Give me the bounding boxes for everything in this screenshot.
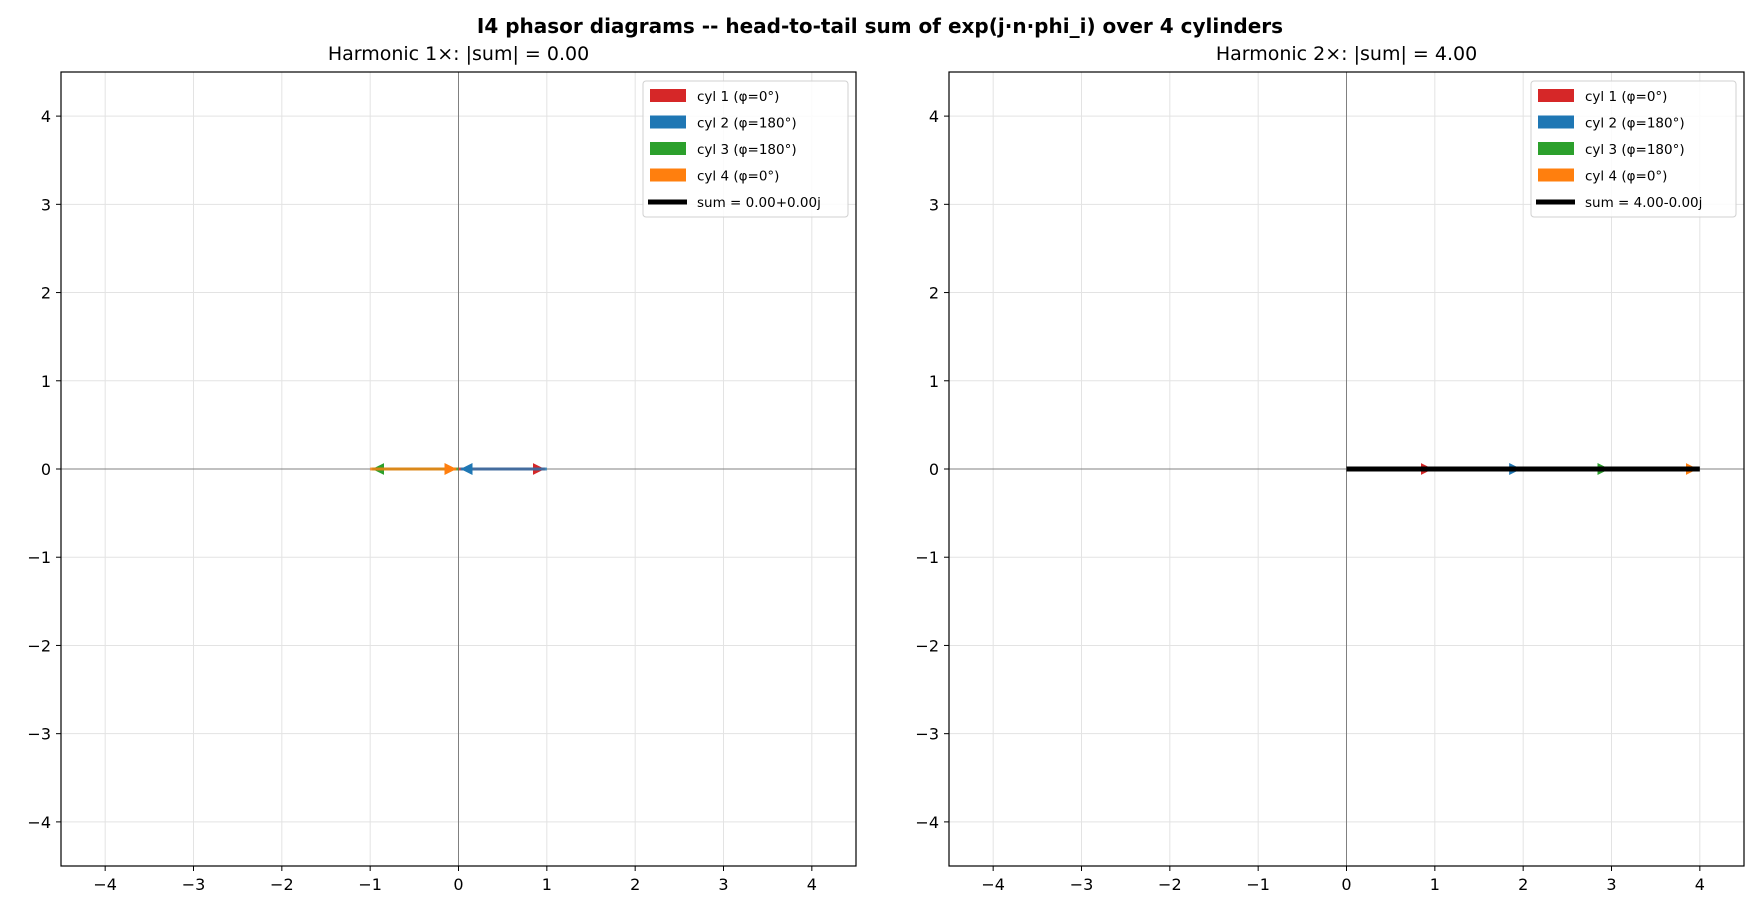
y-tick-label: 2 xyxy=(41,284,51,303)
legend: cyl 1 (φ=0°) cyl 2 (φ=180°) cyl 3 (φ=180°)… xyxy=(642,80,849,218)
x-tick-label: 0 xyxy=(453,875,463,894)
figure-suptitle: I4 phasor diagrams -- head-to-tail sum o… xyxy=(477,14,1283,38)
x-tick-label: 4 xyxy=(1695,875,1705,894)
y-tick-label: −3 xyxy=(915,725,939,744)
y-tick-label: 2 xyxy=(929,284,939,303)
y-tick-label: 1 xyxy=(929,372,939,391)
legend-box xyxy=(642,80,849,218)
legend-swatch-cyl-2 xyxy=(1538,115,1574,129)
x-tick-label: −2 xyxy=(1158,875,1182,894)
x-tick-label: 2 xyxy=(1518,875,1528,894)
x-tick-label: 0 xyxy=(1341,875,1351,894)
legend: cyl 1 (φ=0°) cyl 2 (φ=180°) cyl 3 (φ=180°)… xyxy=(1530,80,1737,218)
legend-label-cyl-4: cyl 4 (φ=0°) xyxy=(697,169,779,185)
x-tick-label: −3 xyxy=(182,875,206,894)
axes-frame xyxy=(60,71,857,867)
legend-label-sum: sum = 0.00+0.00j xyxy=(697,195,821,211)
legend-swatch-cyl-4 xyxy=(1538,168,1574,182)
x-tick-label: 3 xyxy=(718,875,728,894)
axes-frame xyxy=(948,71,1745,867)
y-tick-label: 3 xyxy=(41,195,51,214)
axes-1: Harmonic 1×: |sum| = 0.00 −4 −4 −3 −3 −2 −2 −1 −… xyxy=(27,43,857,894)
y-tick-label: −4 xyxy=(915,813,939,832)
y-tick-label: 0 xyxy=(929,460,939,479)
legend-label-cyl-2: cyl 2 (φ=180°) xyxy=(697,116,797,132)
y-tick-label: −3 xyxy=(27,725,51,744)
x-tick-label: −1 xyxy=(358,875,382,894)
x-tick-label: −1 xyxy=(1246,875,1270,894)
y-tick-label: 3 xyxy=(929,195,939,214)
y-tick-label: −4 xyxy=(27,813,51,832)
legend-label-sum: sum = 4.00-0.00j xyxy=(1585,195,1702,211)
x-tick-label: −4 xyxy=(93,875,117,894)
y-tick-label: 4 xyxy=(929,107,939,126)
legend-swatch-cyl-3 xyxy=(650,142,686,155)
x-tick-label: −2 xyxy=(270,875,294,894)
legend-label-cyl-3: cyl 3 (φ=180°) xyxy=(1585,142,1685,158)
x-tick-label: −3 xyxy=(1070,875,1094,894)
y-tick-label: −2 xyxy=(27,636,51,655)
y-tick-label: 1 xyxy=(41,372,51,391)
legend-label-cyl-3: cyl 3 (φ=180°) xyxy=(697,142,797,158)
legend-swatch-cyl-4 xyxy=(650,168,686,182)
legend-label-cyl-1: cyl 1 (φ=0°) xyxy=(1585,89,1667,105)
x-tick-label: 3 xyxy=(1606,875,1616,894)
y-tick-label: −1 xyxy=(915,548,939,567)
legend-label-cyl-1: cyl 1 (φ=0°) xyxy=(697,89,779,105)
legend-label-cyl-4: cyl 4 (φ=0°) xyxy=(1585,169,1667,185)
legend-label-cyl-2: cyl 2 (φ=180°) xyxy=(1585,116,1685,132)
legend-swatch-cyl-3 xyxy=(1538,142,1574,155)
y-tick-label: 0 xyxy=(41,460,51,479)
x-tick-label: 4 xyxy=(807,875,817,894)
legend-swatch-cyl-1 xyxy=(650,89,686,102)
y-tick-label: −1 xyxy=(27,548,51,567)
legend-swatch-cyl-1 xyxy=(1538,89,1574,102)
axes-2: Harmonic 2×: |sum| = 4.00 −4 −4 −3 −3 −2 −2 −1 −… xyxy=(915,43,1745,894)
x-tick-label: −4 xyxy=(981,875,1005,894)
x-tick-label: 2 xyxy=(630,875,640,894)
legend-box xyxy=(1530,80,1737,218)
legend-swatch-cyl-2 xyxy=(650,115,686,129)
x-tick-label: 1 xyxy=(542,875,552,894)
axes-title: Harmonic 2×: |sum| = 4.00 xyxy=(1216,43,1477,65)
x-tick-label: 1 xyxy=(1430,875,1440,894)
y-tick-label: 4 xyxy=(41,107,51,126)
y-tick-label: −2 xyxy=(915,636,939,655)
axes-title: Harmonic 1×: |sum| = 0.00 xyxy=(328,43,589,65)
